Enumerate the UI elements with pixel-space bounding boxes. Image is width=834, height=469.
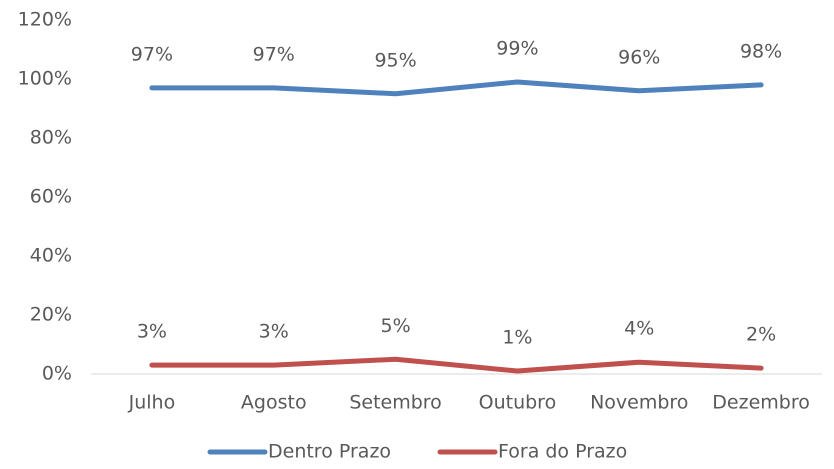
data-label: 3%	[137, 321, 167, 343]
data-label: 97%	[131, 43, 173, 65]
data-label: 3%	[259, 321, 289, 343]
x-tick-label: Novembro	[590, 392, 688, 414]
y-tick-label: 20%	[30, 304, 72, 326]
data-label: 1%	[502, 327, 532, 349]
data-label: 96%	[618, 46, 660, 68]
data-label: 98%	[740, 40, 782, 62]
data-label: 5%	[381, 315, 411, 337]
y-tick-label: 60%	[30, 186, 72, 208]
y-tick-label: 0%	[42, 363, 72, 385]
series-line	[149, 356, 764, 374]
y-tick-label: 80%	[30, 127, 72, 149]
x-tick-label: Julho	[128, 392, 176, 414]
legend-label: Dentro Prazo	[268, 441, 391, 463]
x-tick-label: Dezembro	[712, 392, 810, 414]
data-label: 99%	[496, 37, 538, 59]
y-tick-label: 120%	[18, 9, 72, 31]
data-label: 4%	[624, 318, 654, 340]
x-tick-label: Setembro	[349, 392, 441, 414]
y-tick-label: 40%	[30, 245, 72, 267]
data-label: 95%	[374, 49, 416, 71]
x-tick-label: Agosto	[241, 392, 307, 414]
series-line	[149, 79, 764, 97]
data-label: 97%	[253, 43, 295, 65]
x-tick-label: Outubro	[479, 392, 557, 414]
data-label: 2%	[746, 324, 776, 346]
y-tick-label: 100%	[18, 68, 72, 90]
legend-label: Fora do Prazo	[498, 441, 627, 463]
